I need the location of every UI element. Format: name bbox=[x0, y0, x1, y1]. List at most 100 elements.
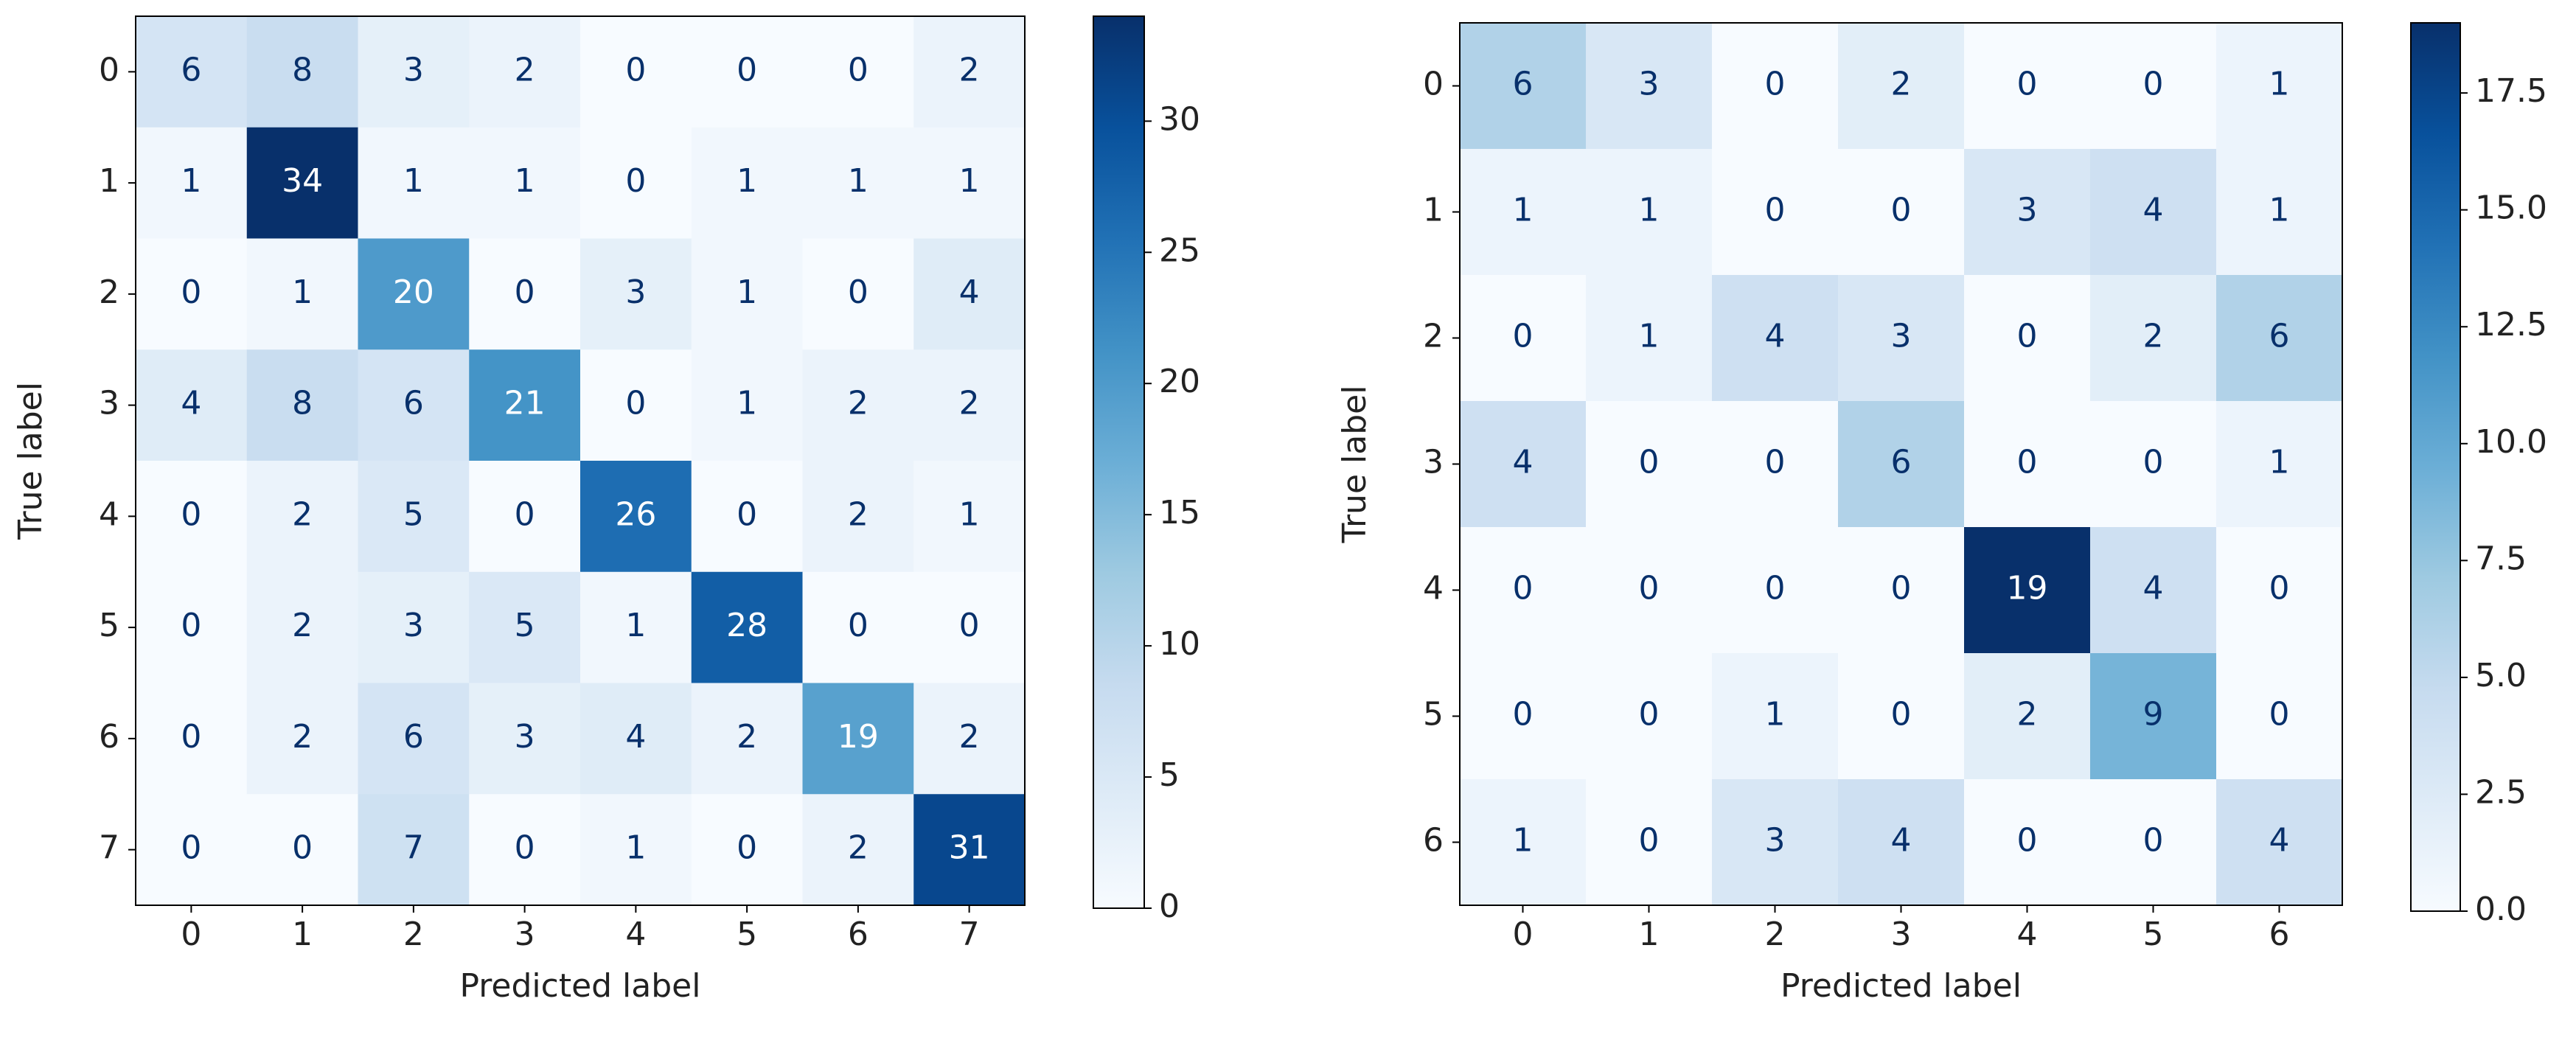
y-tick-label: 5 bbox=[1423, 696, 1444, 733]
colorbar-tick-label: 2.5 bbox=[2475, 773, 2527, 811]
cell-label: 0 bbox=[181, 273, 201, 311]
cell bbox=[2090, 653, 2217, 780]
cell bbox=[802, 683, 914, 795]
colorbar-tick-label: 10.0 bbox=[2475, 423, 2547, 461]
cell bbox=[691, 238, 803, 350]
cell-label: 0 bbox=[2017, 318, 2038, 355]
cell-label: 1 bbox=[292, 273, 313, 311]
y-tick-label: 2 bbox=[1423, 318, 1444, 355]
cell-label: 0 bbox=[1513, 570, 1534, 607]
cell bbox=[246, 16, 358, 128]
y-axis-label: True label bbox=[12, 382, 49, 540]
cell-label: 0 bbox=[515, 273, 535, 311]
cell bbox=[469, 683, 581, 795]
colorbar-tick-label: 12.5 bbox=[2475, 306, 2547, 344]
colorbar-tick-label: 15 bbox=[1159, 494, 1200, 532]
cell bbox=[1964, 149, 2091, 276]
cell-label: 8 bbox=[292, 385, 313, 422]
cell bbox=[469, 16, 581, 128]
cell bbox=[469, 461, 581, 573]
cell-label: 1 bbox=[737, 385, 757, 422]
cell bbox=[1838, 527, 1965, 654]
cell bbox=[913, 683, 1026, 795]
cell-label: 0 bbox=[737, 829, 757, 867]
cell-label: 2 bbox=[2143, 318, 2164, 355]
cell bbox=[1838, 653, 1965, 780]
cell-label: 20 bbox=[393, 273, 434, 311]
cell-label: 1 bbox=[848, 162, 868, 200]
colorbar-tick-label: 10 bbox=[1159, 625, 1200, 663]
y-tick-label: 3 bbox=[99, 385, 119, 422]
cell bbox=[913, 461, 1026, 573]
x-tick-label: 0 bbox=[181, 916, 201, 953]
cell-label: 3 bbox=[515, 718, 535, 756]
cell bbox=[2216, 23, 2343, 150]
cell-label: 0 bbox=[1513, 696, 1534, 733]
cell bbox=[580, 571, 692, 683]
cell-label: 19 bbox=[2007, 570, 2048, 607]
colorbar-tick-label: 7.5 bbox=[2475, 540, 2527, 577]
cell bbox=[691, 571, 803, 683]
cell bbox=[691, 127, 803, 239]
x-tick-label: 3 bbox=[1891, 916, 1912, 953]
cell bbox=[136, 349, 248, 461]
y-tick-label: 7 bbox=[99, 829, 119, 867]
cell bbox=[691, 461, 803, 573]
cell bbox=[802, 127, 914, 239]
cell bbox=[2090, 527, 2217, 654]
cell-label: 28 bbox=[726, 607, 767, 644]
cell bbox=[913, 794, 1026, 906]
cell bbox=[2090, 779, 2217, 906]
cell-label: 1 bbox=[2269, 444, 2290, 481]
y-tick-label: 6 bbox=[99, 718, 119, 756]
x-tick-label: 4 bbox=[2017, 916, 2038, 953]
cell bbox=[580, 127, 692, 239]
cell-label: 6 bbox=[403, 718, 424, 756]
cell-label: 2 bbox=[1891, 66, 1912, 103]
cell-label: 1 bbox=[515, 162, 535, 200]
y-tick-label: 3 bbox=[1423, 444, 1444, 481]
cell-label: 1 bbox=[403, 162, 424, 200]
cell-label: 0 bbox=[1639, 696, 1660, 733]
cell bbox=[802, 794, 914, 906]
cell bbox=[136, 571, 248, 683]
cell bbox=[1712, 275, 1839, 402]
cell bbox=[1838, 275, 1965, 402]
cell-label: 0 bbox=[848, 607, 868, 644]
cell-label: 0 bbox=[2143, 444, 2164, 481]
cell-label: 1 bbox=[625, 829, 646, 867]
cell-label: 2 bbox=[959, 385, 980, 422]
colorbar-tick-label: 15.0 bbox=[2475, 189, 2547, 227]
cell bbox=[913, 127, 1026, 239]
cell-label: 31 bbox=[949, 829, 990, 867]
cell-label: 2 bbox=[292, 607, 313, 644]
cell bbox=[469, 571, 581, 683]
cell bbox=[246, 349, 358, 461]
cell-label: 2 bbox=[959, 718, 980, 756]
cell bbox=[580, 683, 692, 795]
cell bbox=[913, 16, 1026, 128]
cell-label: 4 bbox=[1891, 822, 1912, 860]
cell bbox=[1712, 23, 1839, 150]
cell-label: 1 bbox=[737, 273, 757, 311]
cell bbox=[246, 794, 358, 906]
cell-label: 5 bbox=[515, 607, 535, 644]
cell-label: 0 bbox=[2269, 570, 2290, 607]
cell-label: 5 bbox=[403, 495, 424, 533]
cell bbox=[580, 461, 692, 573]
cell bbox=[1586, 527, 1713, 654]
cell-label: 7 bbox=[403, 829, 424, 867]
x-tick-label: 2 bbox=[1765, 916, 1786, 953]
x-tick-label: 1 bbox=[1639, 916, 1660, 953]
x-tick-label: 0 bbox=[1513, 916, 1534, 953]
cell-label: 1 bbox=[737, 162, 757, 200]
cell-label: 2 bbox=[292, 495, 313, 533]
cell bbox=[2090, 401, 2217, 528]
cell bbox=[358, 794, 470, 906]
cell-label: 0 bbox=[1513, 318, 1534, 355]
cell-label: 4 bbox=[181, 385, 201, 422]
cell-label: 2 bbox=[848, 829, 868, 867]
cell-label: 0 bbox=[1891, 696, 1912, 733]
cell bbox=[913, 571, 1026, 683]
cell-label: 1 bbox=[1639, 192, 1660, 229]
